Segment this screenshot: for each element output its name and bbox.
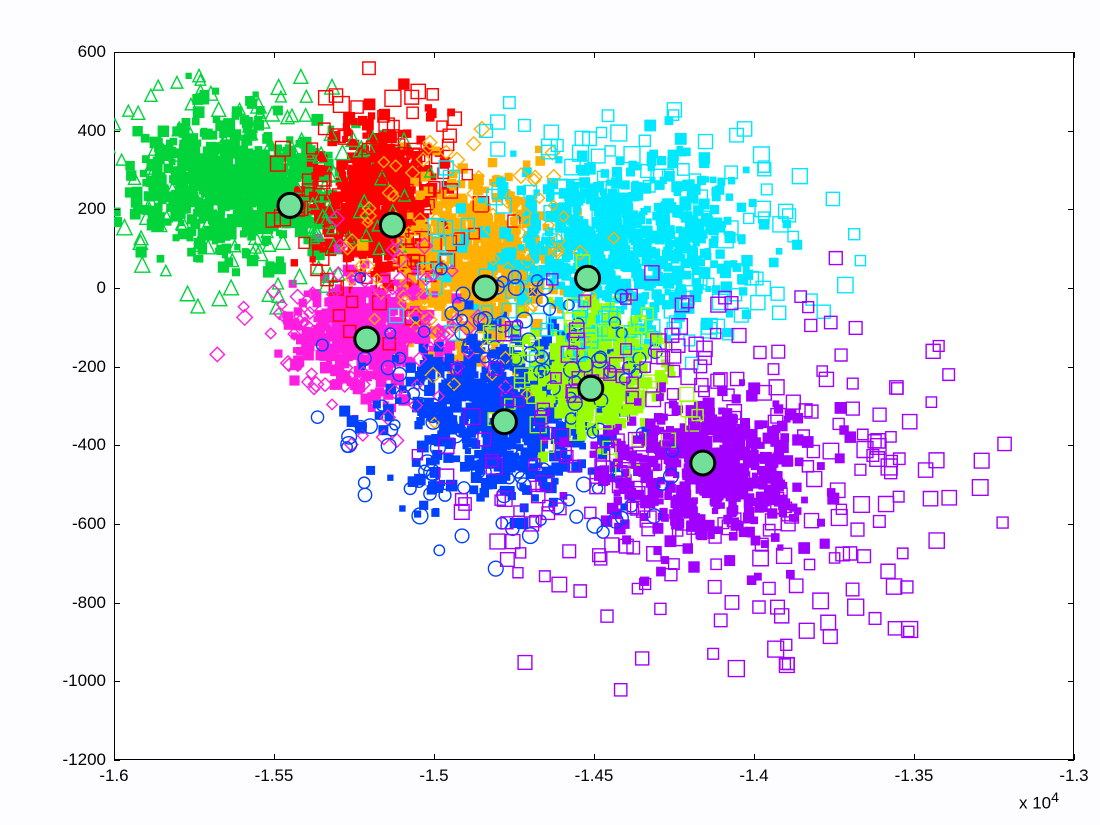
y-tick <box>1068 209 1074 210</box>
y-tick-label: -400 <box>36 435 106 455</box>
x-tick <box>914 52 915 58</box>
centroid-marker <box>380 213 404 237</box>
y-tick-label: 400 <box>36 121 106 141</box>
x-tick-label: -1.55 <box>244 766 304 786</box>
y-tick <box>114 131 120 132</box>
x-tick <box>914 754 915 760</box>
x-tick-label: -1.5 <box>404 766 464 786</box>
x-exponent: x 104 <box>1019 790 1059 814</box>
y-tick-label: -600 <box>36 514 106 534</box>
centroid-marker <box>473 276 497 300</box>
y-tick <box>114 367 120 368</box>
y-tick <box>1068 524 1074 525</box>
y-tick <box>114 760 120 761</box>
y-tick <box>114 603 120 604</box>
y-tick <box>1068 603 1074 604</box>
x-tick-label: -1.35 <box>884 766 944 786</box>
x-tick <box>274 754 275 760</box>
x-tick <box>594 52 595 58</box>
centroid-marker <box>576 266 600 290</box>
centroid-marker <box>355 327 379 351</box>
y-tick <box>1068 681 1074 682</box>
y-tick-label: -1000 <box>36 671 106 691</box>
x-tick <box>274 52 275 58</box>
x-tick-label: -1.3 <box>1044 766 1100 786</box>
x-tick <box>434 754 435 760</box>
x-tick-label: -1.4 <box>724 766 784 786</box>
x-tick <box>594 754 595 760</box>
x-tick <box>114 754 115 760</box>
x-exponent-power: 4 <box>1051 790 1059 806</box>
centroid-marker <box>691 451 715 475</box>
y-tick <box>1068 288 1074 289</box>
centroid-marker <box>278 193 302 217</box>
y-tick <box>114 524 120 525</box>
figure: -1200-1000-800-600-400-2000200400600-1.6… <box>0 0 1100 825</box>
y-tick <box>114 288 120 289</box>
centroid-marker <box>492 410 516 434</box>
x-tick-label: -1.6 <box>84 766 144 786</box>
y-tick-label: 0 <box>36 278 106 298</box>
y-tick-label: -800 <box>36 593 106 613</box>
x-tick <box>1074 52 1075 58</box>
y-tick <box>114 209 120 210</box>
y-tick <box>1068 131 1074 132</box>
x-tick <box>1074 754 1075 760</box>
y-tick-label: 600 <box>36 42 106 62</box>
plot-svg <box>0 0 1100 825</box>
x-tick <box>114 52 115 58</box>
x-tick <box>754 52 755 58</box>
y-tick <box>114 445 120 446</box>
x-tick-label: -1.45 <box>564 766 624 786</box>
y-tick <box>1068 760 1074 761</box>
y-tick <box>1068 445 1074 446</box>
x-tick <box>434 52 435 58</box>
y-tick-label: -200 <box>36 357 106 377</box>
centroid-marker <box>579 376 603 400</box>
x-exponent-base: x 10 <box>1019 794 1051 813</box>
y-tick <box>1068 367 1074 368</box>
y-tick <box>114 681 120 682</box>
y-tick-label: 200 <box>36 199 106 219</box>
x-tick <box>754 754 755 760</box>
